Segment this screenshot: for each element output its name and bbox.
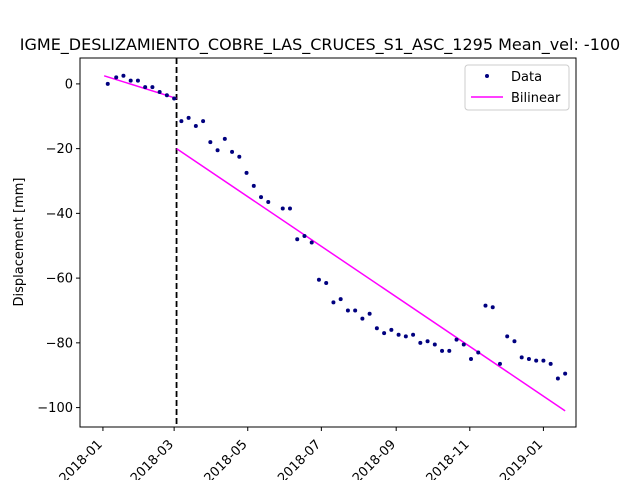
data-point — [193, 123, 198, 128]
legend-data-marker — [485, 74, 489, 78]
data-point — [403, 334, 408, 339]
plot-frame — [79, 57, 577, 428]
data-point — [526, 357, 531, 362]
data-point — [432, 342, 437, 347]
data-point — [316, 277, 321, 282]
data-point — [534, 358, 539, 363]
data-point — [179, 119, 184, 124]
data-point — [519, 355, 524, 360]
data-point — [512, 339, 517, 344]
legend-bilinear-label: Bilinear — [511, 91, 561, 106]
data-point — [541, 358, 546, 363]
bilinear-segment-2 — [176, 148, 566, 412]
y-axis-label: Displacement [mm] — [12, 178, 27, 307]
data-point — [287, 206, 292, 211]
data-point — [367, 311, 372, 316]
data-point — [114, 75, 119, 80]
chart-title: IGME_DESLIZAMIENTO_COBRE_LAS_CRUCES_S1_A… — [20, 35, 620, 55]
data-point — [164, 93, 169, 98]
bilinear-segment-1 — [103, 75, 177, 100]
data-point — [425, 339, 430, 344]
data-point — [259, 195, 264, 200]
data-point — [208, 140, 213, 145]
data-point — [157, 89, 162, 94]
legend-box — [464, 64, 570, 111]
data-point — [135, 78, 140, 83]
plot-area — [103, 58, 568, 427]
data-point — [396, 332, 401, 337]
y-tick-label: 0 — [65, 77, 73, 92]
legend-data-label: Data — [511, 70, 542, 85]
data-point — [447, 348, 452, 353]
data-point — [143, 85, 148, 90]
data-point — [222, 136, 227, 141]
data-point — [555, 376, 560, 381]
data-point — [548, 361, 553, 366]
data-point — [201, 119, 206, 124]
y-axis: 0 −20 −40 −60 −80 −100 — [37, 77, 80, 416]
data-point — [440, 348, 445, 353]
data-point — [280, 206, 285, 211]
data-point — [483, 303, 488, 308]
data-point — [105, 81, 110, 86]
y-tick-label: −80 — [46, 336, 73, 351]
data-point — [411, 332, 416, 337]
data-point — [497, 361, 502, 366]
data-point — [172, 96, 177, 101]
data-point — [374, 326, 379, 331]
data-point — [186, 115, 191, 120]
data-point — [345, 308, 350, 313]
data-point — [469, 357, 474, 362]
data-point — [338, 297, 343, 302]
data-point — [461, 342, 466, 347]
data-point — [505, 334, 510, 339]
data-point — [476, 350, 481, 355]
data-point — [418, 340, 423, 345]
data-point — [295, 237, 300, 242]
data-point — [353, 308, 358, 313]
y-tick-label: −20 — [46, 142, 73, 157]
data-point — [215, 148, 220, 153]
data-point — [244, 170, 249, 175]
y-tick-label: −60 — [46, 272, 73, 287]
data-point — [121, 73, 126, 78]
data-point — [331, 300, 336, 305]
legend: Data Bilinear — [464, 64, 570, 111]
data-point — [230, 149, 235, 154]
data-point — [150, 85, 155, 90]
data-point — [490, 305, 495, 310]
data-point — [382, 331, 387, 336]
data-point — [563, 371, 568, 376]
y-tick-label: −100 — [37, 401, 73, 416]
data-point — [324, 280, 329, 285]
data-point — [309, 240, 314, 245]
y-tick-label: −40 — [46, 207, 73, 222]
data-point — [266, 200, 271, 205]
data-point — [237, 154, 242, 159]
data-point — [251, 183, 256, 188]
data-point — [128, 78, 133, 83]
data-point — [360, 316, 365, 321]
data-point — [302, 234, 307, 239]
data-point — [454, 337, 459, 342]
data-point — [389, 327, 394, 332]
